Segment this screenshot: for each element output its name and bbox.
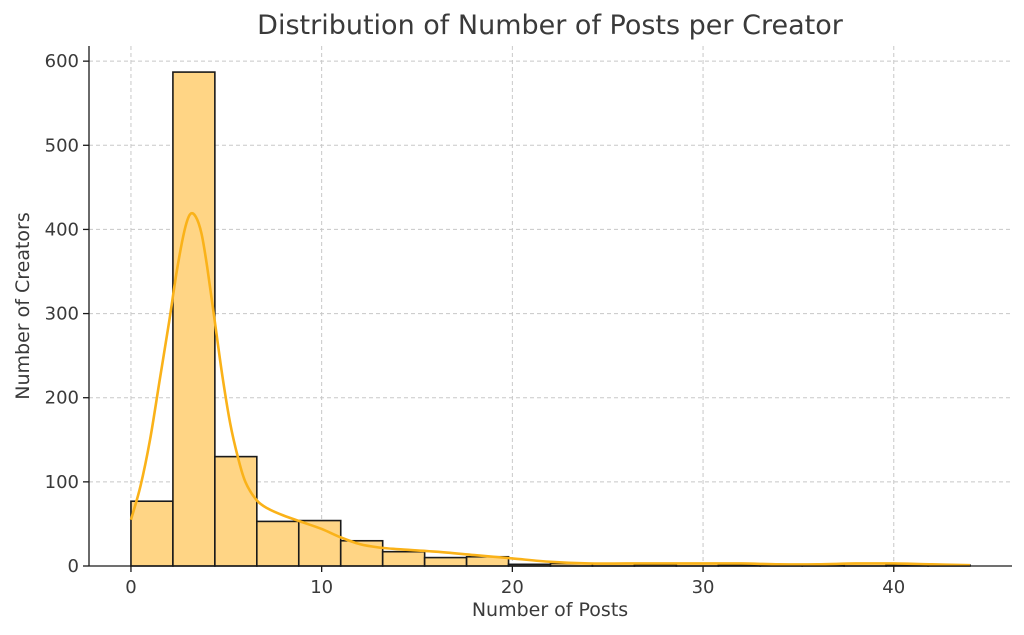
histogram-bar-7 xyxy=(423,556,468,567)
y-tick-label-0: 0 xyxy=(68,556,79,577)
kde-curve xyxy=(129,211,971,567)
axes xyxy=(88,46,1012,567)
y-tick-label-5: 500 xyxy=(45,135,79,156)
x-tick-label-1: 10 xyxy=(310,577,333,598)
histogram-bar-3 xyxy=(256,520,300,567)
y-tick-label-4: 400 xyxy=(45,219,79,240)
y-tick-label-1: 100 xyxy=(45,472,79,493)
x-tick-label-4: 40 xyxy=(882,577,905,598)
x-tick-label-3: 30 xyxy=(692,577,715,598)
x-axis-label: Number of Posts xyxy=(472,599,628,621)
y-tick-label-2: 200 xyxy=(45,388,79,409)
grid-lines xyxy=(89,46,1012,567)
histogram-bar-2 xyxy=(214,455,258,567)
histogram-bar-1 xyxy=(172,71,216,567)
y-ticks: 0 100 200 300 400 500 600 xyxy=(45,51,89,577)
histogram-bar-6 xyxy=(381,550,426,567)
x-tick-label-0: 0 xyxy=(125,577,136,598)
y-tick-label-6: 600 xyxy=(45,51,79,72)
y-axis-label: Number of Creators xyxy=(12,212,34,400)
x-ticks: 0 10 20 30 40 xyxy=(125,566,905,598)
histogram-bar-0 xyxy=(130,500,174,567)
histogram-bars xyxy=(130,71,971,567)
y-tick-label-3: 300 xyxy=(45,304,79,325)
chart-title: Distribution of Number of Posts per Crea… xyxy=(257,10,844,41)
x-tick-label-2: 20 xyxy=(501,577,524,598)
